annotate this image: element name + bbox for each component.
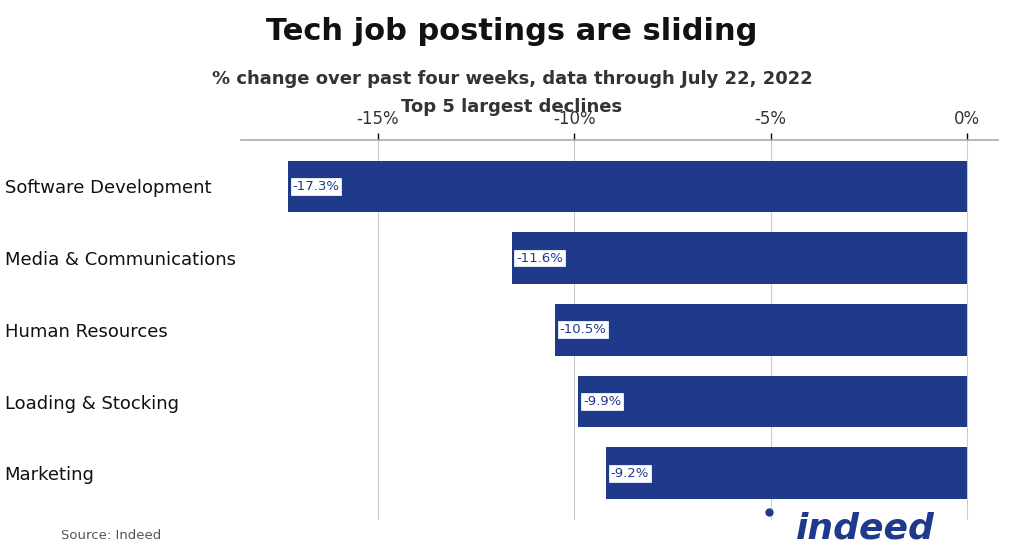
Text: -17.3%: -17.3%: [293, 180, 340, 193]
Bar: [555, 304, 967, 356]
Text: Source: Indeed: Source: Indeed: [61, 529, 162, 542]
Bar: [512, 233, 967, 284]
Bar: [579, 376, 967, 427]
Text: -9.2%: -9.2%: [610, 467, 649, 480]
Bar: [606, 447, 967, 499]
Text: % change over past four weeks, data through July 22, 2022: % change over past four weeks, data thro…: [212, 70, 812, 88]
Text: -9.9%: -9.9%: [583, 395, 622, 408]
Text: -10.5%: -10.5%: [559, 323, 606, 337]
Bar: [288, 160, 967, 212]
Text: indeed: indeed: [796, 511, 935, 546]
Text: -11.6%: -11.6%: [516, 252, 563, 264]
Text: Top 5 largest declines: Top 5 largest declines: [401, 98, 623, 116]
Text: Tech job postings are sliding: Tech job postings are sliding: [266, 17, 758, 46]
